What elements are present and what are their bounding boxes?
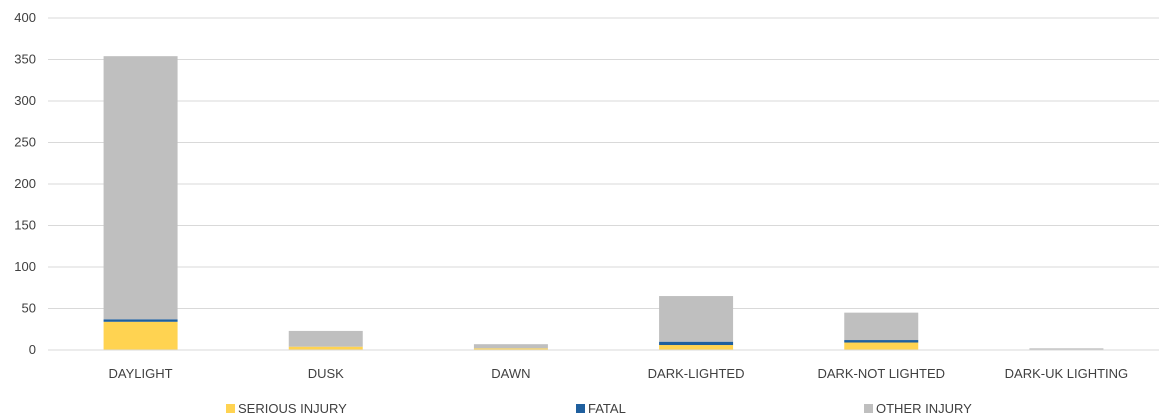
legend-label-serious-injury: SERIOUS INJURY [238, 401, 347, 416]
bar-dawn-other-injury [473, 344, 548, 349]
x-tick-label-dusk: DUSK [308, 366, 344, 381]
bar-dark-uk-lighting-other-injury [1029, 348, 1104, 350]
legend-label-fatal: FATAL [588, 401, 626, 416]
legend-label-other-injury: OTHER INJURY [876, 401, 972, 416]
y-tick-label-400: 400 [14, 10, 36, 25]
bar-dark-lighted-other-injury [659, 296, 734, 342]
bar-dusk-other-injury [288, 330, 363, 347]
x-tick-label-dark-uk-lighting: DARK-UK LIGHTING [1005, 366, 1129, 381]
legend-swatch-serious-injury [226, 404, 235, 413]
y-axis-tick-labels: 0 50 100 150 200 250 300 350 400 [14, 10, 36, 357]
y-tick-label-150: 150 [14, 218, 36, 233]
bar-dark-not-lighted-fatal [844, 340, 919, 343]
y-tick-label-100: 100 [14, 259, 36, 274]
y-tick-label-0: 0 [29, 342, 36, 357]
legend-swatch-fatal [576, 404, 585, 413]
x-axis-category-labels: DAYLIGHT DUSK DAWN DARK-LIGHTED DARK-NOT LIG… [109, 366, 1129, 381]
y-tick-label-250: 250 [14, 135, 36, 150]
bar-dark-not-lighted-other-injury [844, 312, 919, 341]
bar-daylight-serious-injury [103, 321, 178, 350]
bar-daylight-fatal [103, 319, 178, 322]
y-tick-label-200: 200 [14, 176, 36, 191]
y-tick-label-50: 50 [22, 301, 36, 316]
bar-dusk-serious-injury [288, 346, 363, 350]
x-tick-label-dawn: DAWN [491, 366, 530, 381]
legend-swatch-other-injury [864, 404, 873, 413]
bar-dark-lighted-serious-injury [659, 345, 734, 350]
bar-dark-lighted-fatal [659, 341, 734, 346]
bar-daylight-other-injury [103, 56, 178, 320]
gridlines [48, 17, 1159, 309]
bar-dark-not-lighted-serious-injury [844, 342, 919, 350]
x-tick-label-dark-not-lighted: DARK-NOT LIGHTED [817, 366, 945, 381]
y-tick-label-350: 350 [14, 52, 36, 67]
y-tick-label-300: 300 [14, 93, 36, 108]
x-tick-label-daylight: DAYLIGHT [109, 366, 173, 381]
x-tick-label-dark-lighted: DARK-LIGHTED [648, 366, 745, 381]
legend: SERIOUS INJURY FATAL OTHER INJURY [226, 401, 972, 416]
bar-dawn-serious-injury [473, 348, 548, 350]
bars [103, 56, 1104, 350]
